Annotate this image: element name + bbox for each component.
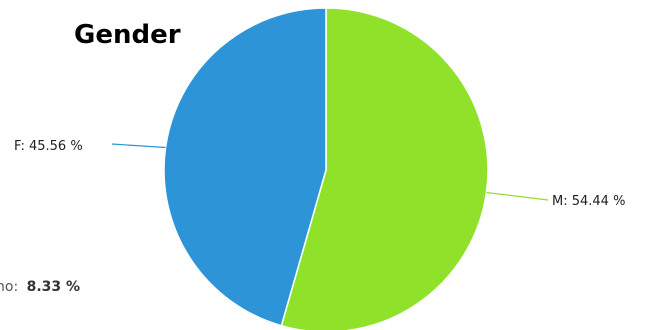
leader-lines	[111, 143, 549, 201]
cropped-annotation-value: 8.33 %	[27, 279, 80, 295]
leader-line-f	[111, 143, 166, 149]
slice-label-f: F: 45.56 %	[14, 139, 83, 154]
chart-title: Gender	[74, 20, 181, 50]
leader-line-m	[486, 191, 549, 201]
pie-slice-m	[280, 7, 489, 330]
cropped-annotation-prefix: no:	[0, 279, 18, 295]
pie-slices	[163, 7, 489, 330]
slice-label-m: M: 54.44 %	[552, 194, 625, 209]
cropped-annotation: no: 8.33 %	[0, 279, 80, 295]
